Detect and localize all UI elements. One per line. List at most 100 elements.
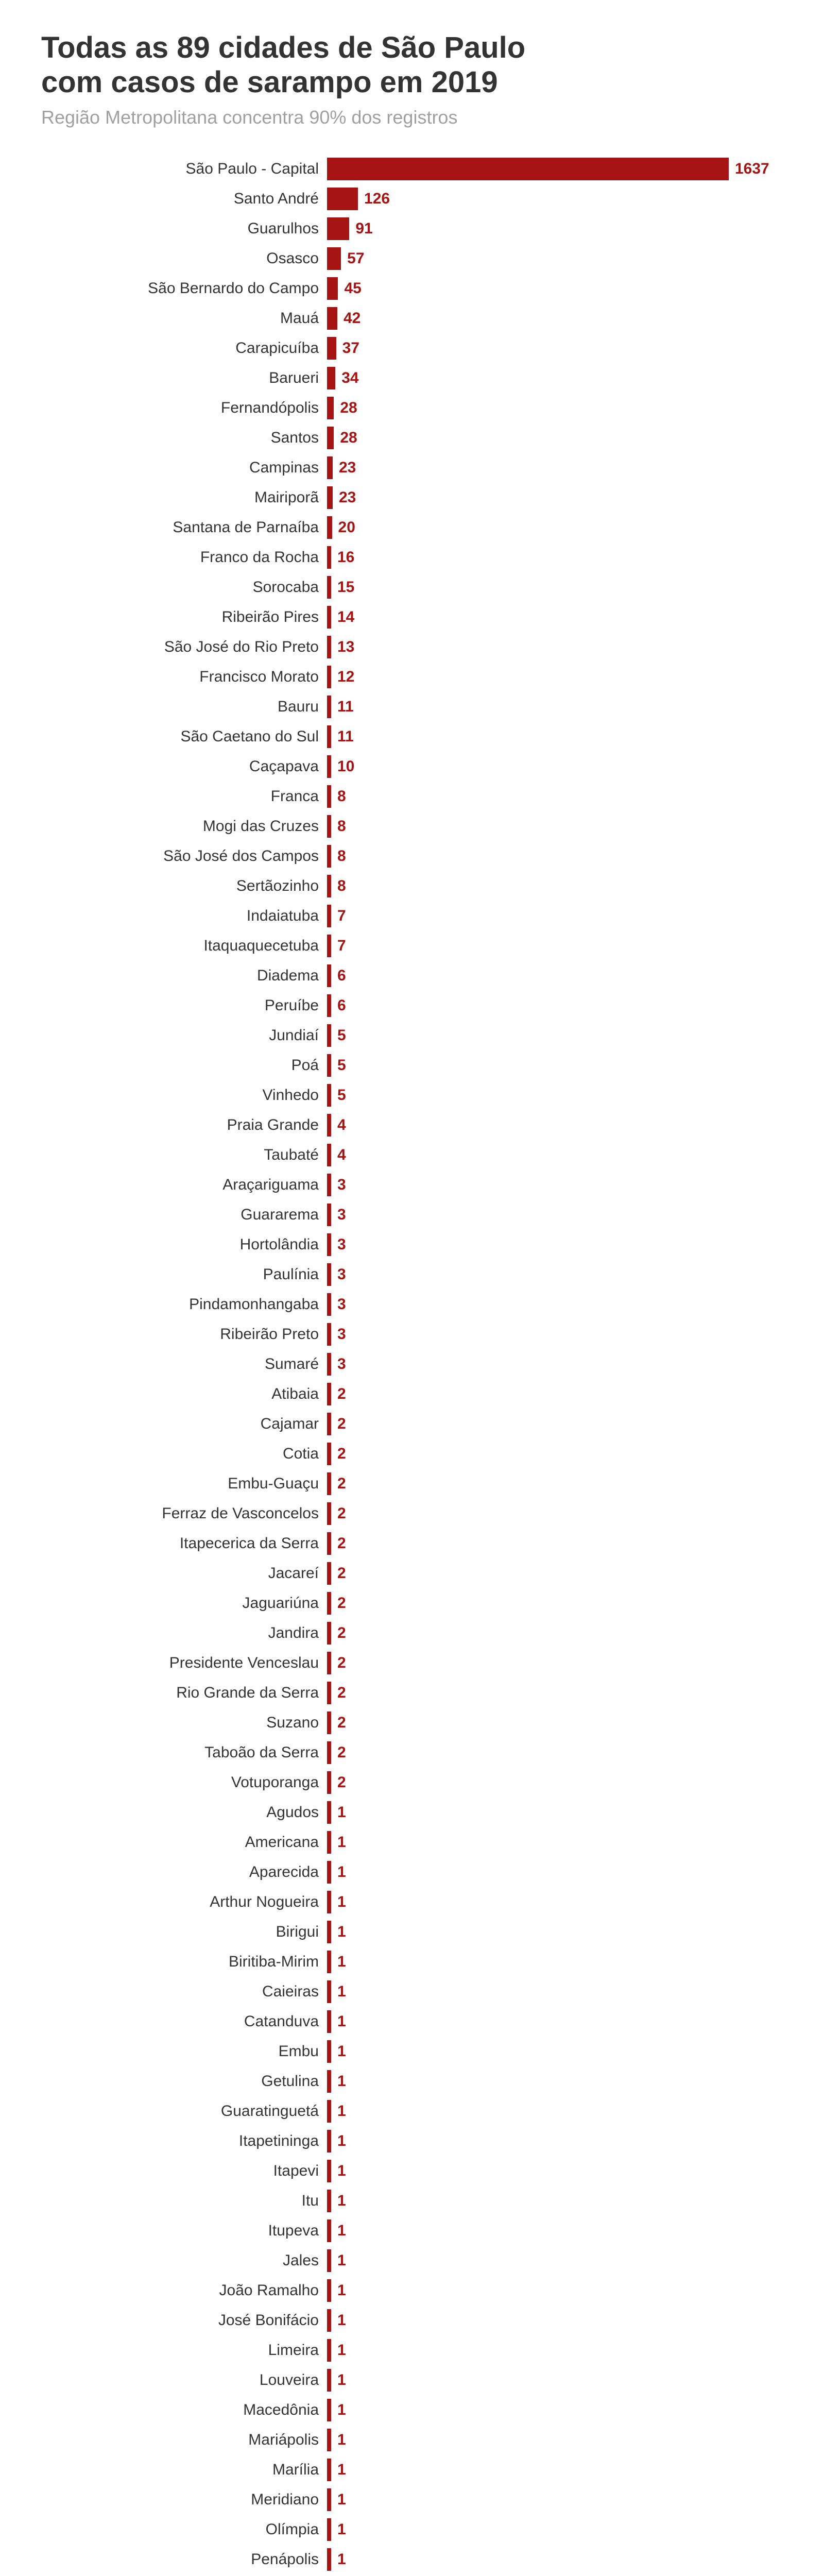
bar xyxy=(327,755,331,778)
chart-row: Ribeirão Preto3 xyxy=(41,1319,783,1349)
city-label: Diadema xyxy=(41,967,327,985)
bar xyxy=(327,1024,331,1047)
bar-value: 37 xyxy=(342,340,359,357)
city-label: Itupeva xyxy=(41,2222,327,2240)
chart-row: Osasco57 xyxy=(41,244,783,274)
city-label: Itapetininga xyxy=(41,2132,327,2150)
bar-value: 2 xyxy=(337,1535,346,1552)
chart-row: Jundiaí5 xyxy=(41,1021,783,1050)
bar-container: 2 xyxy=(327,1443,783,1465)
bar xyxy=(327,2249,331,2272)
bar-container: 2 xyxy=(327,1711,783,1734)
bar-container: 57 xyxy=(327,247,783,270)
bar-value: 2 xyxy=(337,1475,346,1493)
bar xyxy=(327,815,331,838)
bar xyxy=(327,2010,331,2033)
bar-container: 3 xyxy=(327,1293,783,1316)
bar xyxy=(327,546,331,569)
title-line-2: com casos de sarampo em 2019 xyxy=(41,65,498,99)
bar-container: 28 xyxy=(327,427,783,449)
chart-row: São Paulo - Capital1637 xyxy=(41,154,783,184)
bar-value: 3 xyxy=(337,1266,346,1283)
bar xyxy=(327,1831,331,1854)
chart-row: Guarulhos91 xyxy=(41,214,783,244)
bar-value: 3 xyxy=(337,1296,346,1313)
bar-value: 42 xyxy=(344,310,360,327)
bar-value: 3 xyxy=(337,1236,346,1253)
bar-value: 12 xyxy=(337,668,354,686)
bar xyxy=(327,2160,331,2182)
bar-value: 5 xyxy=(337,1057,346,1074)
bar-value: 8 xyxy=(337,788,346,805)
bar-value: 4 xyxy=(337,1146,346,1164)
bar xyxy=(327,1144,331,1166)
city-label: Itapevi xyxy=(41,2162,327,2180)
bar xyxy=(327,277,338,300)
bar-value: 5 xyxy=(337,1087,346,1104)
bar xyxy=(327,666,331,688)
chart-row: Agudos1 xyxy=(41,1798,783,1827)
chart-row: Cajamar2 xyxy=(41,1409,783,1439)
bar xyxy=(327,2518,331,2541)
bar-container: 1 xyxy=(327,1980,783,2003)
city-label: Pindamonhangaba xyxy=(41,1296,327,1313)
bar xyxy=(327,994,331,1017)
bar-container: 4 xyxy=(327,1144,783,1166)
bar-container: 8 xyxy=(327,875,783,897)
city-label: Agudos xyxy=(41,1804,327,1821)
bar-value: 8 xyxy=(337,848,346,865)
city-label: Guaratinguetá xyxy=(41,2103,327,2120)
chart-row: Sorocaba15 xyxy=(41,572,783,602)
bar xyxy=(327,2309,331,2332)
bar-container: 1 xyxy=(327,2488,783,2511)
bar-value: 3 xyxy=(337,1176,346,1194)
bar-value: 10 xyxy=(337,758,354,775)
bar-container: 2 xyxy=(327,1383,783,1405)
chart-row: Limeira1 xyxy=(41,2335,783,2365)
bar xyxy=(327,217,349,240)
bar-container: 1 xyxy=(327,2219,783,2242)
city-label: Guararema xyxy=(41,1206,327,1224)
bar xyxy=(327,486,333,509)
city-label: Itu xyxy=(41,2192,327,2210)
bar-value: 1 xyxy=(337,2162,346,2180)
bar-container: 1 xyxy=(327,2130,783,2153)
city-label: Sumaré xyxy=(41,1355,327,1373)
chart-row: Getulina1 xyxy=(41,2066,783,2096)
city-label: Taboão da Serra xyxy=(41,1744,327,1761)
chart-row: Penápolis1 xyxy=(41,2545,783,2574)
city-label: Meridiano xyxy=(41,2491,327,2509)
chart-row: Taubaté4 xyxy=(41,1140,783,1170)
chart-row: Diadema6 xyxy=(41,961,783,991)
city-label: Mariápolis xyxy=(41,2431,327,2449)
chart-row: Rio Grande da Serra2 xyxy=(41,1678,783,1708)
bar-value: 126 xyxy=(364,190,390,208)
bar-container: 1 xyxy=(327,2429,783,2451)
bar-value: 1 xyxy=(337,2013,346,2030)
chart-row: Mariápolis1 xyxy=(41,2425,783,2455)
bar-value: 1 xyxy=(337,2312,346,2329)
chart-row: Americana1 xyxy=(41,1827,783,1857)
bar-container: 5 xyxy=(327,1024,783,1047)
bar-value: 1 xyxy=(337,2551,346,2568)
bar xyxy=(327,1652,331,1674)
bar-value: 1 xyxy=(337,2103,346,2120)
bar-container: 42 xyxy=(327,307,783,330)
bar-value: 4 xyxy=(337,1116,346,1134)
chart-row: Jacareí2 xyxy=(41,1558,783,1588)
chart-row: Jandira2 xyxy=(41,1618,783,1648)
city-label: Mairiporã xyxy=(41,489,327,506)
chart-row: Embu1 xyxy=(41,2037,783,2066)
bar-value: 1 xyxy=(337,2401,346,2419)
city-label: Catanduva xyxy=(41,2013,327,2030)
bar-value: 23 xyxy=(339,489,356,506)
bar-container: 2 xyxy=(327,1413,783,1435)
bar-container: 1 xyxy=(327,2548,783,2571)
chart-row: Mogi das Cruzes8 xyxy=(41,811,783,841)
city-label: Francisco Morato xyxy=(41,668,327,686)
bar xyxy=(327,337,336,360)
chart-row: Votuporanga2 xyxy=(41,1768,783,1798)
bar xyxy=(327,1891,331,1913)
bar-value: 91 xyxy=(355,220,372,238)
bar-container: 14 xyxy=(327,606,783,629)
